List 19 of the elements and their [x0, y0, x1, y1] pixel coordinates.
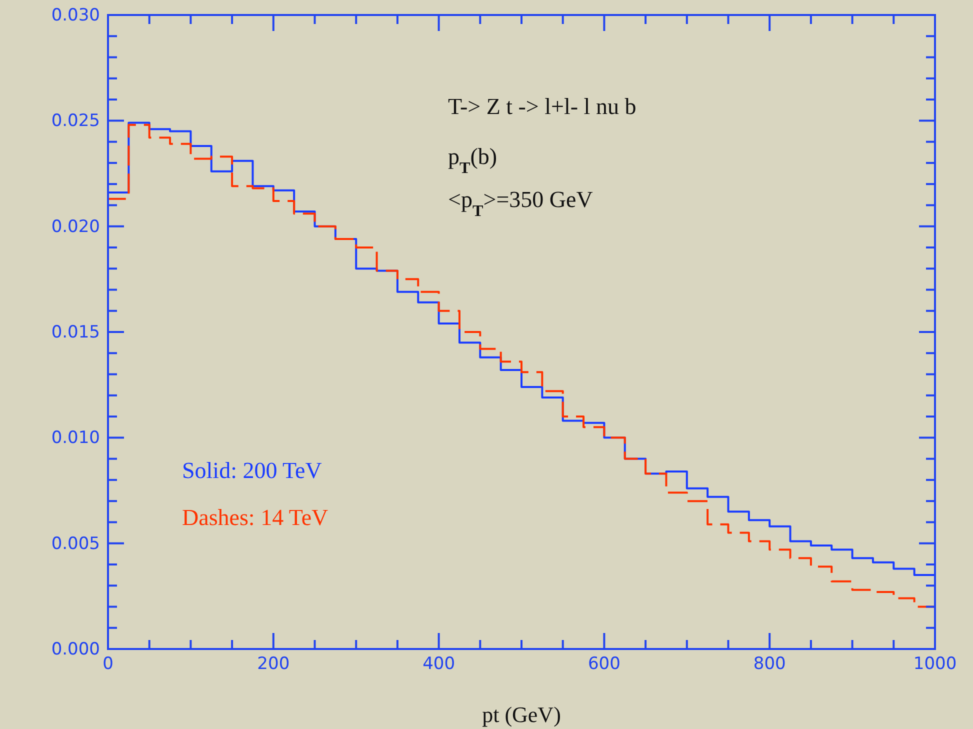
text: Dashes: 14 TeV	[182, 505, 329, 530]
x-tick-label: 200	[257, 654, 290, 674]
annotation: p$_{T}$(b)	[448, 144, 498, 176]
y-tick-label: 0.015	[51, 322, 100, 342]
text: Solid: 200 TeV	[182, 458, 322, 483]
y-tick-label: 0.025	[51, 111, 100, 132]
annotation: T-> Z t -> l+l- l nu b	[448, 94, 636, 119]
y-tick-label: 0.010	[51, 428, 100, 448]
x-tick-label: 600	[588, 654, 620, 674]
x-tick-label: 800	[753, 654, 786, 674]
x-axis-title: pt (GeV)	[482, 702, 561, 727]
y-tick-label: 0.000	[51, 639, 100, 660]
annotation: <p$_{T}$>=350 GeV	[448, 187, 594, 220]
y-tick-label: 0.020	[51, 216, 100, 237]
x-tick-label: 0	[102, 654, 114, 674]
y-tick-label: 0.030	[51, 5, 100, 26]
y-tick-label: 0.005	[51, 534, 100, 554]
x-tick-label: 400	[422, 654, 456, 674]
x-tick-label: 1000	[913, 654, 957, 674]
